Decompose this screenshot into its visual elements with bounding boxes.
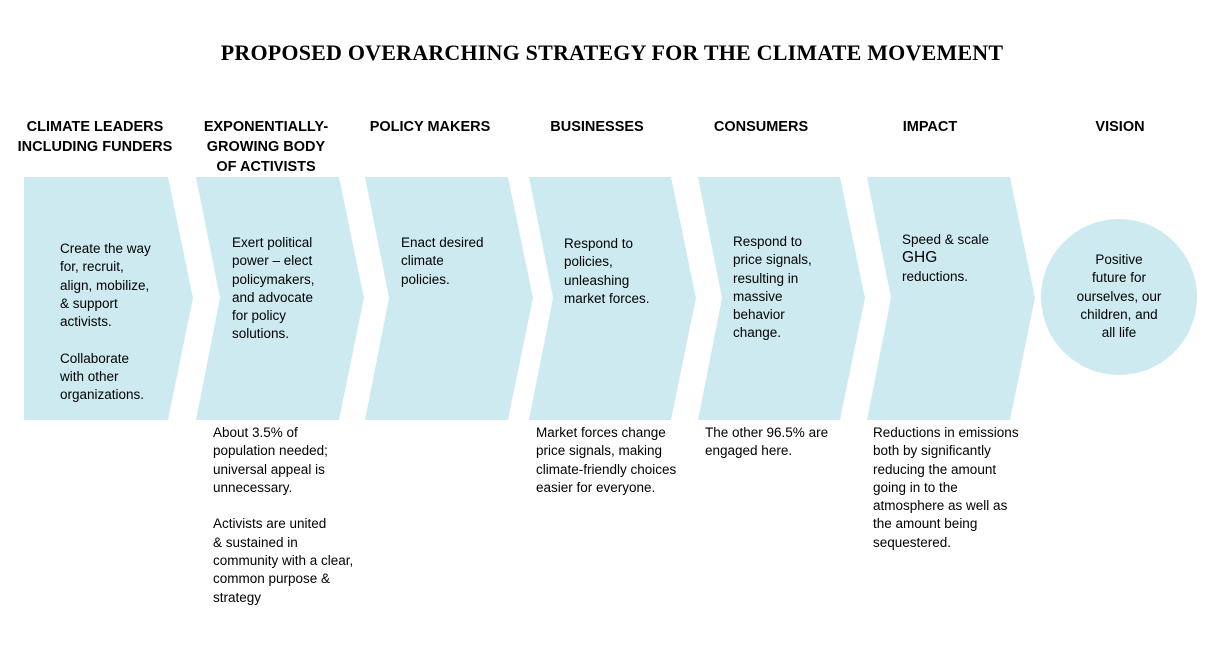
heading-climate-leaders: CLIMATE LEADERS INCLUDING FUNDERS bbox=[17, 119, 173, 155]
heading-impact: IMPACT bbox=[902, 119, 958, 135]
heading-vision: VISION bbox=[1095, 119, 1145, 135]
body-impact: Speed & scale GHG reductions. bbox=[902, 231, 1012, 286]
vision-circle bbox=[1041, 219, 1197, 375]
impact-line-reductions: reductions. bbox=[902, 268, 969, 284]
chevron-businesses bbox=[529, 177, 696, 420]
body-vision: Positive future for ourselves, our child… bbox=[1076, 252, 1162, 341]
note-impact: Reductions in emissions both by signific… bbox=[873, 425, 1019, 550]
heading-policy-makers: POLICY MAKERS bbox=[369, 119, 491, 135]
chevron-impact bbox=[867, 177, 1035, 420]
body-climate-leaders: Create the way for, recruit, align, mobi… bbox=[60, 241, 151, 403]
body-consumers: Respond to price signals, resulting in m… bbox=[733, 234, 812, 341]
note-businesses: Market forces change price signals, maki… bbox=[536, 425, 677, 495]
chevron-activists bbox=[196, 177, 364, 420]
chevron-consumers bbox=[698, 177, 865, 420]
note-consumers: The other 96.5% are engaged here. bbox=[705, 425, 829, 459]
heading-businesses: BUSINESSES bbox=[550, 119, 644, 135]
heading-consumers: CONSUMERS bbox=[713, 119, 809, 135]
body-businesses: Respond to policies, unleashing market f… bbox=[564, 236, 650, 306]
chevron-policy-makers bbox=[365, 177, 533, 420]
body-activists: Exert political power – elect policymake… bbox=[232, 235, 315, 342]
heading-activists: EXPONENTIALLY- GROWING BODY OF ACTIVISTS bbox=[203, 119, 329, 175]
note-activists: About 3.5% of population needed; univers… bbox=[213, 425, 354, 605]
diagram-title: PROPOSED OVERARCHING STRATEGY FOR THE CL… bbox=[220, 40, 1004, 65]
body-policy-makers: Enact desired climate policies. bbox=[401, 235, 484, 287]
impact-line-ghg: GHG bbox=[902, 249, 938, 267]
impact-line-speed: Speed & scale bbox=[902, 232, 990, 247]
chevron-climate-leaders bbox=[24, 177, 193, 420]
